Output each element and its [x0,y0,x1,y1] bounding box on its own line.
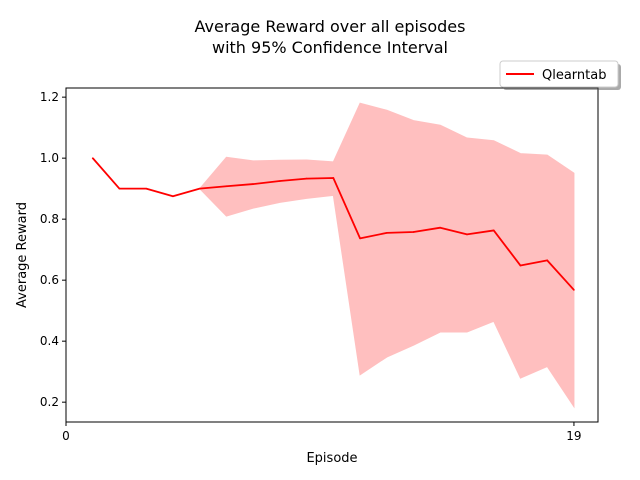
axes-frame [65,87,599,423]
data-point [412,231,415,233]
y-tick-label: 0.2 [40,395,59,409]
data-point [359,237,361,240]
data-point [172,195,174,198]
data-point [332,177,335,179]
legend-label: Qlearntab [542,68,606,83]
y-tick-label: 0.4 [40,334,59,348]
chart-title-line2: with 95% Confidence Interval [212,38,448,57]
legend: Qlearntab [499,60,621,90]
y-tick-label: 0.8 [40,212,59,226]
y-axis-label: Average Reward [15,202,30,308]
x-tick-label: 0 [62,429,70,443]
confidence-band [92,102,575,409]
data-point [386,232,388,234]
data-point [279,180,281,182]
y-tick-label: 1.0 [40,151,59,165]
data-point [492,229,495,232]
data-point [439,226,442,229]
data-point [546,259,549,262]
legend-box [499,60,619,88]
y-tick-label: 1.2 [40,90,59,104]
y-axis: 0.2 0.4 0.6 0.8 1.0 1.2 [40,90,66,409]
data-point [225,185,228,188]
data-point [573,289,575,291]
y-tick-label: 0.6 [40,273,59,287]
x-axis: 0 19 [62,422,582,443]
chart-title-line1: Average Reward over all episodes [195,17,466,36]
data-point [519,264,522,267]
plot-area [91,102,575,409]
x-axis-label: Episode [306,451,357,466]
x-tick-label: 19 [566,429,581,443]
data-point [91,157,94,159]
data-point [466,233,468,236]
data-point [305,177,308,180]
data-point [198,187,201,190]
data-point [145,187,148,190]
data-point [252,183,254,185]
data-point [118,187,121,190]
